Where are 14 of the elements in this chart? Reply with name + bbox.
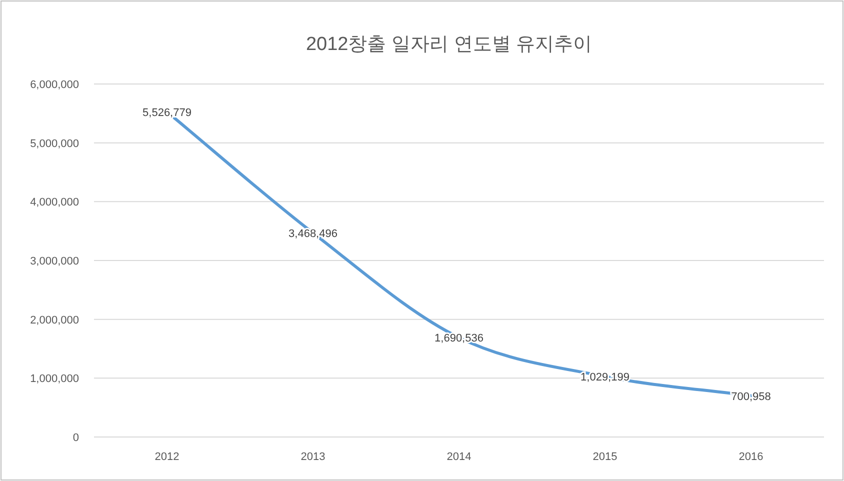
y-tick-label: 3,000,000	[30, 256, 79, 268]
x-tick-label: 2012	[154, 451, 180, 463]
y-tick-label: 1,000,000	[30, 373, 79, 386]
x-tick-label: 2016	[738, 451, 764, 463]
y-tick-label: 2,000,000	[30, 314, 79, 326]
x-tick-label: 2014	[446, 451, 472, 463]
y-tick-label: 6,000,000	[30, 79, 79, 91]
y-tick-label: 5,000,000	[30, 138, 79, 150]
chart-title: 2012창출 일자리 연도별 유지추이	[306, 34, 592, 55]
x-tick-label: 2013	[300, 451, 326, 463]
y-tick-label: 0	[72, 432, 79, 444]
y-tick-label: 4,000,000	[30, 196, 79, 209]
data-label: 700,958	[731, 390, 771, 403]
x-tick-label: 2015	[592, 451, 618, 463]
